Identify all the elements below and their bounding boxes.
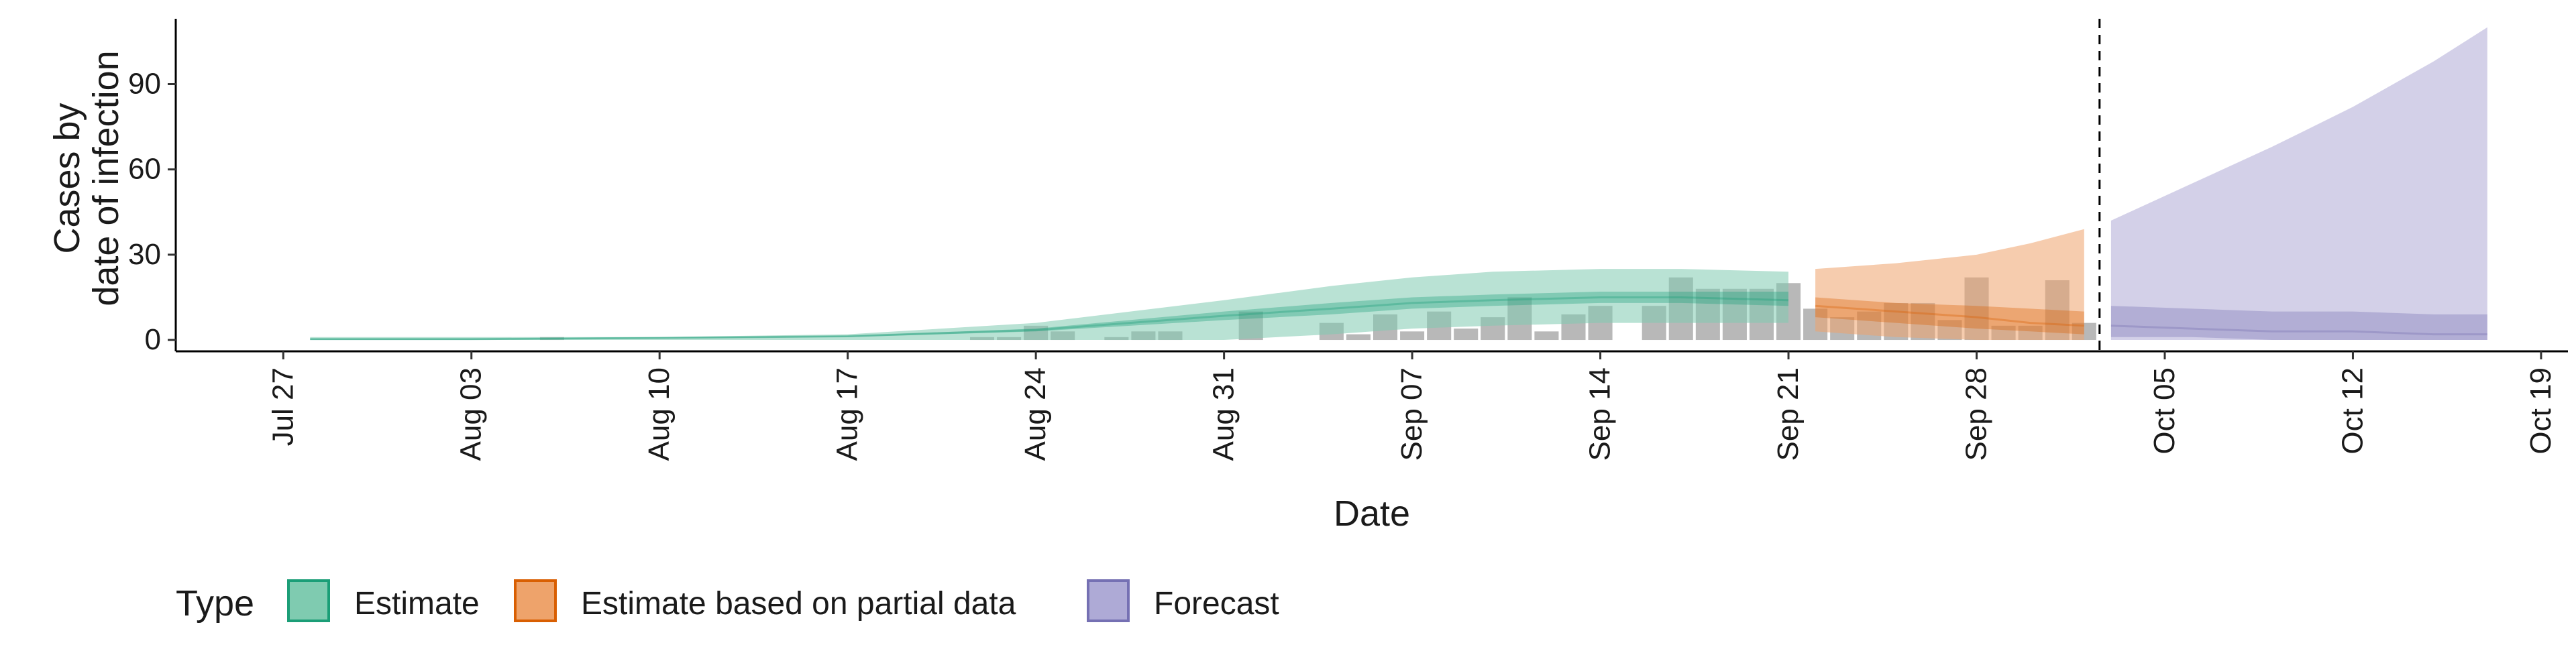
- x-tick-label: Oct 05: [2148, 367, 2181, 455]
- x-tick-label: Sep 21: [1772, 367, 1805, 461]
- legend-key-2: [1087, 579, 1130, 622]
- legend-label-0: Estimate: [354, 586, 480, 622]
- x-tick-label: Oct 12: [2336, 367, 2369, 455]
- x-tick-label: Oct 19: [2524, 367, 2557, 455]
- legend-key-1: [514, 579, 557, 622]
- observed-case-bar: [1534, 331, 1559, 341]
- ribbon-outer-2: [2110, 27, 2487, 340]
- legend-label-1: Estimate based on partial data: [581, 586, 1016, 622]
- x-tick-label: Sep 28: [1960, 367, 1993, 461]
- ribbon-inner-1: [1815, 297, 2084, 335]
- ribbon-inner-0: [310, 292, 1788, 340]
- ribbons-layer: [310, 27, 2487, 341]
- x-tick-label: Aug 24: [1019, 367, 1052, 461]
- x-tick-label: Jul 27: [266, 367, 299, 446]
- observed-case-bar: [1454, 329, 1479, 341]
- median-line-1: [1815, 304, 2084, 327]
- axes-layer: 0 30 60 90 Jul 27 Aug 03 Aug 10 Aug 17 Aug 24 Aug…: [47, 19, 2568, 534]
- ribbon-outer-1: [1815, 229, 2084, 340]
- median-line-0: [310, 296, 1789, 341]
- x-tick-label: Aug 03: [455, 367, 488, 461]
- y-axis-title-line: Cases by: [47, 103, 87, 253]
- x-tick-label: Aug 10: [643, 367, 676, 461]
- observed-case-bar: [1346, 334, 1371, 341]
- y-tick-label: 0: [145, 323, 161, 356]
- x-tick-label: Sep 07: [1395, 367, 1428, 461]
- y-axis-title-line: date of infection: [86, 50, 126, 306]
- y-tick-label: 60: [128, 153, 161, 186]
- x-tick-label: Aug 31: [1208, 367, 1240, 461]
- legend-title: Type: [176, 583, 254, 624]
- legend-label-2: Forecast: [1154, 586, 1279, 622]
- observed-case-bar: [1400, 331, 1425, 341]
- median-line-2: [2110, 325, 2487, 336]
- x-tick-label: Aug 17: [831, 367, 864, 461]
- ribbon-inner-2: [2110, 306, 2487, 340]
- x-tick-label: Sep 14: [1584, 367, 1617, 461]
- ribbon-outer-0: [310, 269, 1788, 340]
- y-axis-title: Cases bydate of infection: [47, 50, 126, 306]
- x-axis-title: Date: [1334, 493, 1410, 534]
- legend-key-0: [287, 579, 330, 622]
- legend: Type Estimate Estimate based on partial da…: [176, 579, 1279, 624]
- y-tick-label: 90: [128, 68, 161, 101]
- y-tick-label: 30: [128, 238, 161, 271]
